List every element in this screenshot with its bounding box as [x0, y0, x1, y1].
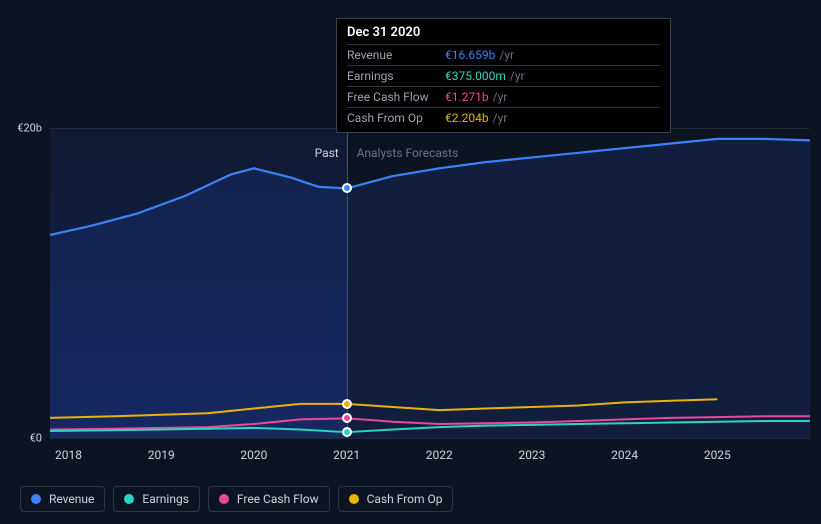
tooltip-row-earnings: Earnings€375.000m/yr: [347, 65, 660, 86]
x-axis-label: 2021: [333, 448, 360, 462]
x-axis-label: 2018: [55, 448, 82, 462]
tooltip-row-value: €16.659b: [445, 48, 495, 62]
earnings-marker: [342, 427, 352, 437]
tooltip-row-free-cash-flow: Free Cash Flow€1.271b/yr: [347, 86, 660, 107]
legend-item-earnings[interactable]: Earnings: [113, 486, 200, 512]
x-axis-label: 2025: [704, 448, 731, 462]
legend-item-cash_from_op[interactable]: Cash From Op: [338, 486, 454, 512]
tooltip-row-label: Revenue: [347, 48, 445, 62]
free_cash_flow-marker: [342, 413, 352, 423]
tooltip-row-label: Cash From Op: [347, 111, 445, 125]
financials-chart: €0€20b20182019202020212022202320242025Pa…: [0, 0, 821, 524]
cash_from_op-marker: [342, 399, 352, 409]
tooltip-row-cash-from-op: Cash From Op€2.204b/yr: [347, 107, 660, 128]
tooltip-row-value: €1.271b: [445, 90, 489, 104]
x-axis-label: 2020: [240, 448, 267, 462]
x-axis-label: 2022: [426, 448, 453, 462]
y-axis-label: €0: [30, 432, 42, 445]
legend-swatch: [349, 494, 359, 504]
tooltip-row-unit: /yr: [510, 69, 525, 83]
revenue-area: [50, 139, 810, 438]
legend-swatch: [219, 494, 229, 504]
tooltip-row-value: €375.000m: [445, 69, 506, 83]
legend-swatch: [31, 494, 41, 504]
tooltip-rows: Revenue€16.659b/yrEarnings€375.000m/yrFr…: [347, 44, 660, 128]
tooltip-row-label: Free Cash Flow: [347, 90, 445, 104]
tooltip-row-unit: /yr: [499, 48, 514, 62]
x-axis-label: 2024: [611, 448, 638, 462]
tooltip-row-label: Earnings: [347, 69, 445, 83]
tooltip-date: Dec 31 2020: [347, 25, 660, 44]
y-gridline: [50, 438, 810, 439]
x-axis-label: 2023: [518, 448, 545, 462]
legend-swatch: [124, 494, 134, 504]
chart-legend: Revenue Earnings Free Cash Flow Cash From O…: [20, 486, 453, 512]
legend-item-free_cash_flow[interactable]: Free Cash Flow: [208, 486, 330, 512]
legend-label: Free Cash Flow: [237, 492, 319, 506]
plot-area[interactable]: €0€20b20182019202020212022202320242025Pa…: [50, 128, 810, 438]
legend-item-revenue[interactable]: Revenue: [20, 486, 105, 512]
tooltip-row-revenue: Revenue€16.659b/yr: [347, 44, 660, 65]
x-axis-label: 2019: [148, 448, 175, 462]
tooltip-row-unit: /yr: [493, 111, 508, 125]
legend-label: Revenue: [49, 492, 94, 506]
tooltip-row-unit: /yr: [493, 90, 508, 104]
chart-tooltip: Dec 31 2020 Revenue€16.659b/yrEarnings€3…: [336, 18, 671, 133]
legend-label: Earnings: [142, 492, 189, 506]
tooltip-row-value: €2.204b: [445, 111, 489, 125]
revenue-marker: [342, 183, 352, 193]
y-axis-label: €20b: [17, 122, 42, 135]
legend-label: Cash From Op: [367, 492, 443, 506]
